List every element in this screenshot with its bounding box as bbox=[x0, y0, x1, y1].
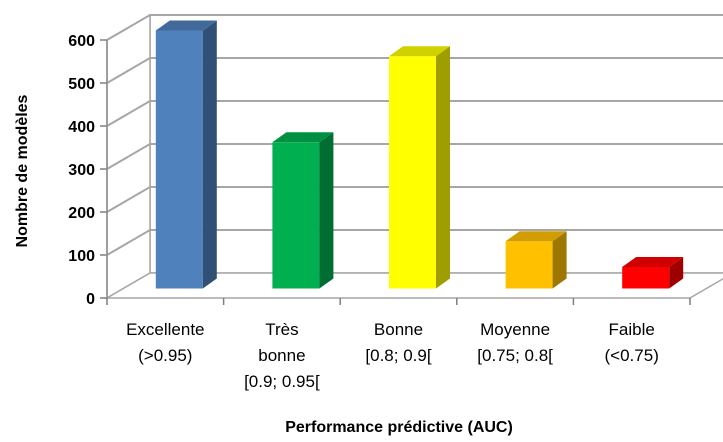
gridline bbox=[106, 57, 723, 84]
x-category-label-line: [0.8; 0.9[ bbox=[365, 346, 431, 365]
gridlines bbox=[106, 14, 723, 256]
bar-top bbox=[505, 231, 567, 242]
x-category-label-line: (<0.75) bbox=[605, 346, 659, 365]
bar-side bbox=[202, 20, 217, 289]
bar bbox=[622, 257, 684, 289]
y-tick-label: 400 bbox=[68, 119, 95, 136]
x-axis-label: Performance prédictive (AUC) bbox=[285, 419, 513, 436]
x-category-label: Moyenne [0.75; 0.8[ bbox=[477, 320, 553, 365]
bar-side bbox=[436, 46, 450, 289]
y-axis-label: Nombre de modèles bbox=[14, 94, 31, 247]
gridline bbox=[106, 186, 723, 213]
bar-front bbox=[622, 267, 670, 289]
bar-top bbox=[389, 46, 450, 57]
x-category-label-line: Bonne bbox=[374, 320, 423, 339]
x-category-label-line: Très bbox=[265, 320, 298, 339]
y-tick-label: 200 bbox=[68, 205, 95, 222]
bar bbox=[272, 132, 334, 289]
bar-top bbox=[272, 132, 334, 143]
y-tick-label: 600 bbox=[68, 33, 95, 50]
bar bbox=[389, 46, 450, 289]
bar-top bbox=[622, 257, 684, 267]
x-category-label-line: Excellente bbox=[126, 320, 204, 339]
bar-side bbox=[669, 257, 684, 289]
bar bbox=[155, 20, 217, 289]
x-category-label-line: [0.75; 0.8[ bbox=[477, 346, 553, 365]
y-tick-label: 300 bbox=[68, 162, 95, 179]
x-category-label: Faible (<0.75) bbox=[605, 320, 659, 365]
x-category-label-line: (>0.95) bbox=[138, 346, 192, 365]
x-category-label-line: Moyenne bbox=[480, 320, 550, 339]
bar-top bbox=[155, 20, 217, 31]
x-category-label: Très bonne [0.9; 0.95[ bbox=[244, 320, 320, 391]
y-tick-label: 500 bbox=[68, 76, 95, 93]
bar-side bbox=[319, 132, 334, 289]
y-tick-labels: 0 100 200 300 400 500 600 bbox=[68, 33, 108, 308]
bar-front bbox=[272, 142, 320, 289]
bar-front bbox=[155, 30, 203, 289]
gridline bbox=[106, 14, 723, 41]
x-category-label: Bonne [0.8; 0.9[ bbox=[365, 320, 431, 365]
bar-front bbox=[389, 56, 436, 289]
x-category-labels: Excellente (>0.95) Très bonne [0.9; 0.95[ Bon… bbox=[106, 298, 691, 391]
y-tick-label: 0 bbox=[86, 291, 95, 308]
y-tick-label: 100 bbox=[68, 248, 95, 265]
x-category-label-line: Faible bbox=[609, 320, 655, 339]
x-category-label-line: [0.9; 0.95[ bbox=[244, 372, 320, 391]
bars bbox=[155, 20, 684, 289]
gridline bbox=[106, 229, 723, 256]
bar bbox=[505, 231, 567, 289]
gridline bbox=[106, 143, 723, 170]
x-category-label-line: bonne bbox=[258, 346, 305, 365]
x-category-label: Excellente (>0.95) bbox=[126, 320, 204, 365]
bar-side bbox=[552, 231, 567, 289]
bar-front bbox=[505, 241, 553, 289]
gridline bbox=[106, 100, 723, 127]
